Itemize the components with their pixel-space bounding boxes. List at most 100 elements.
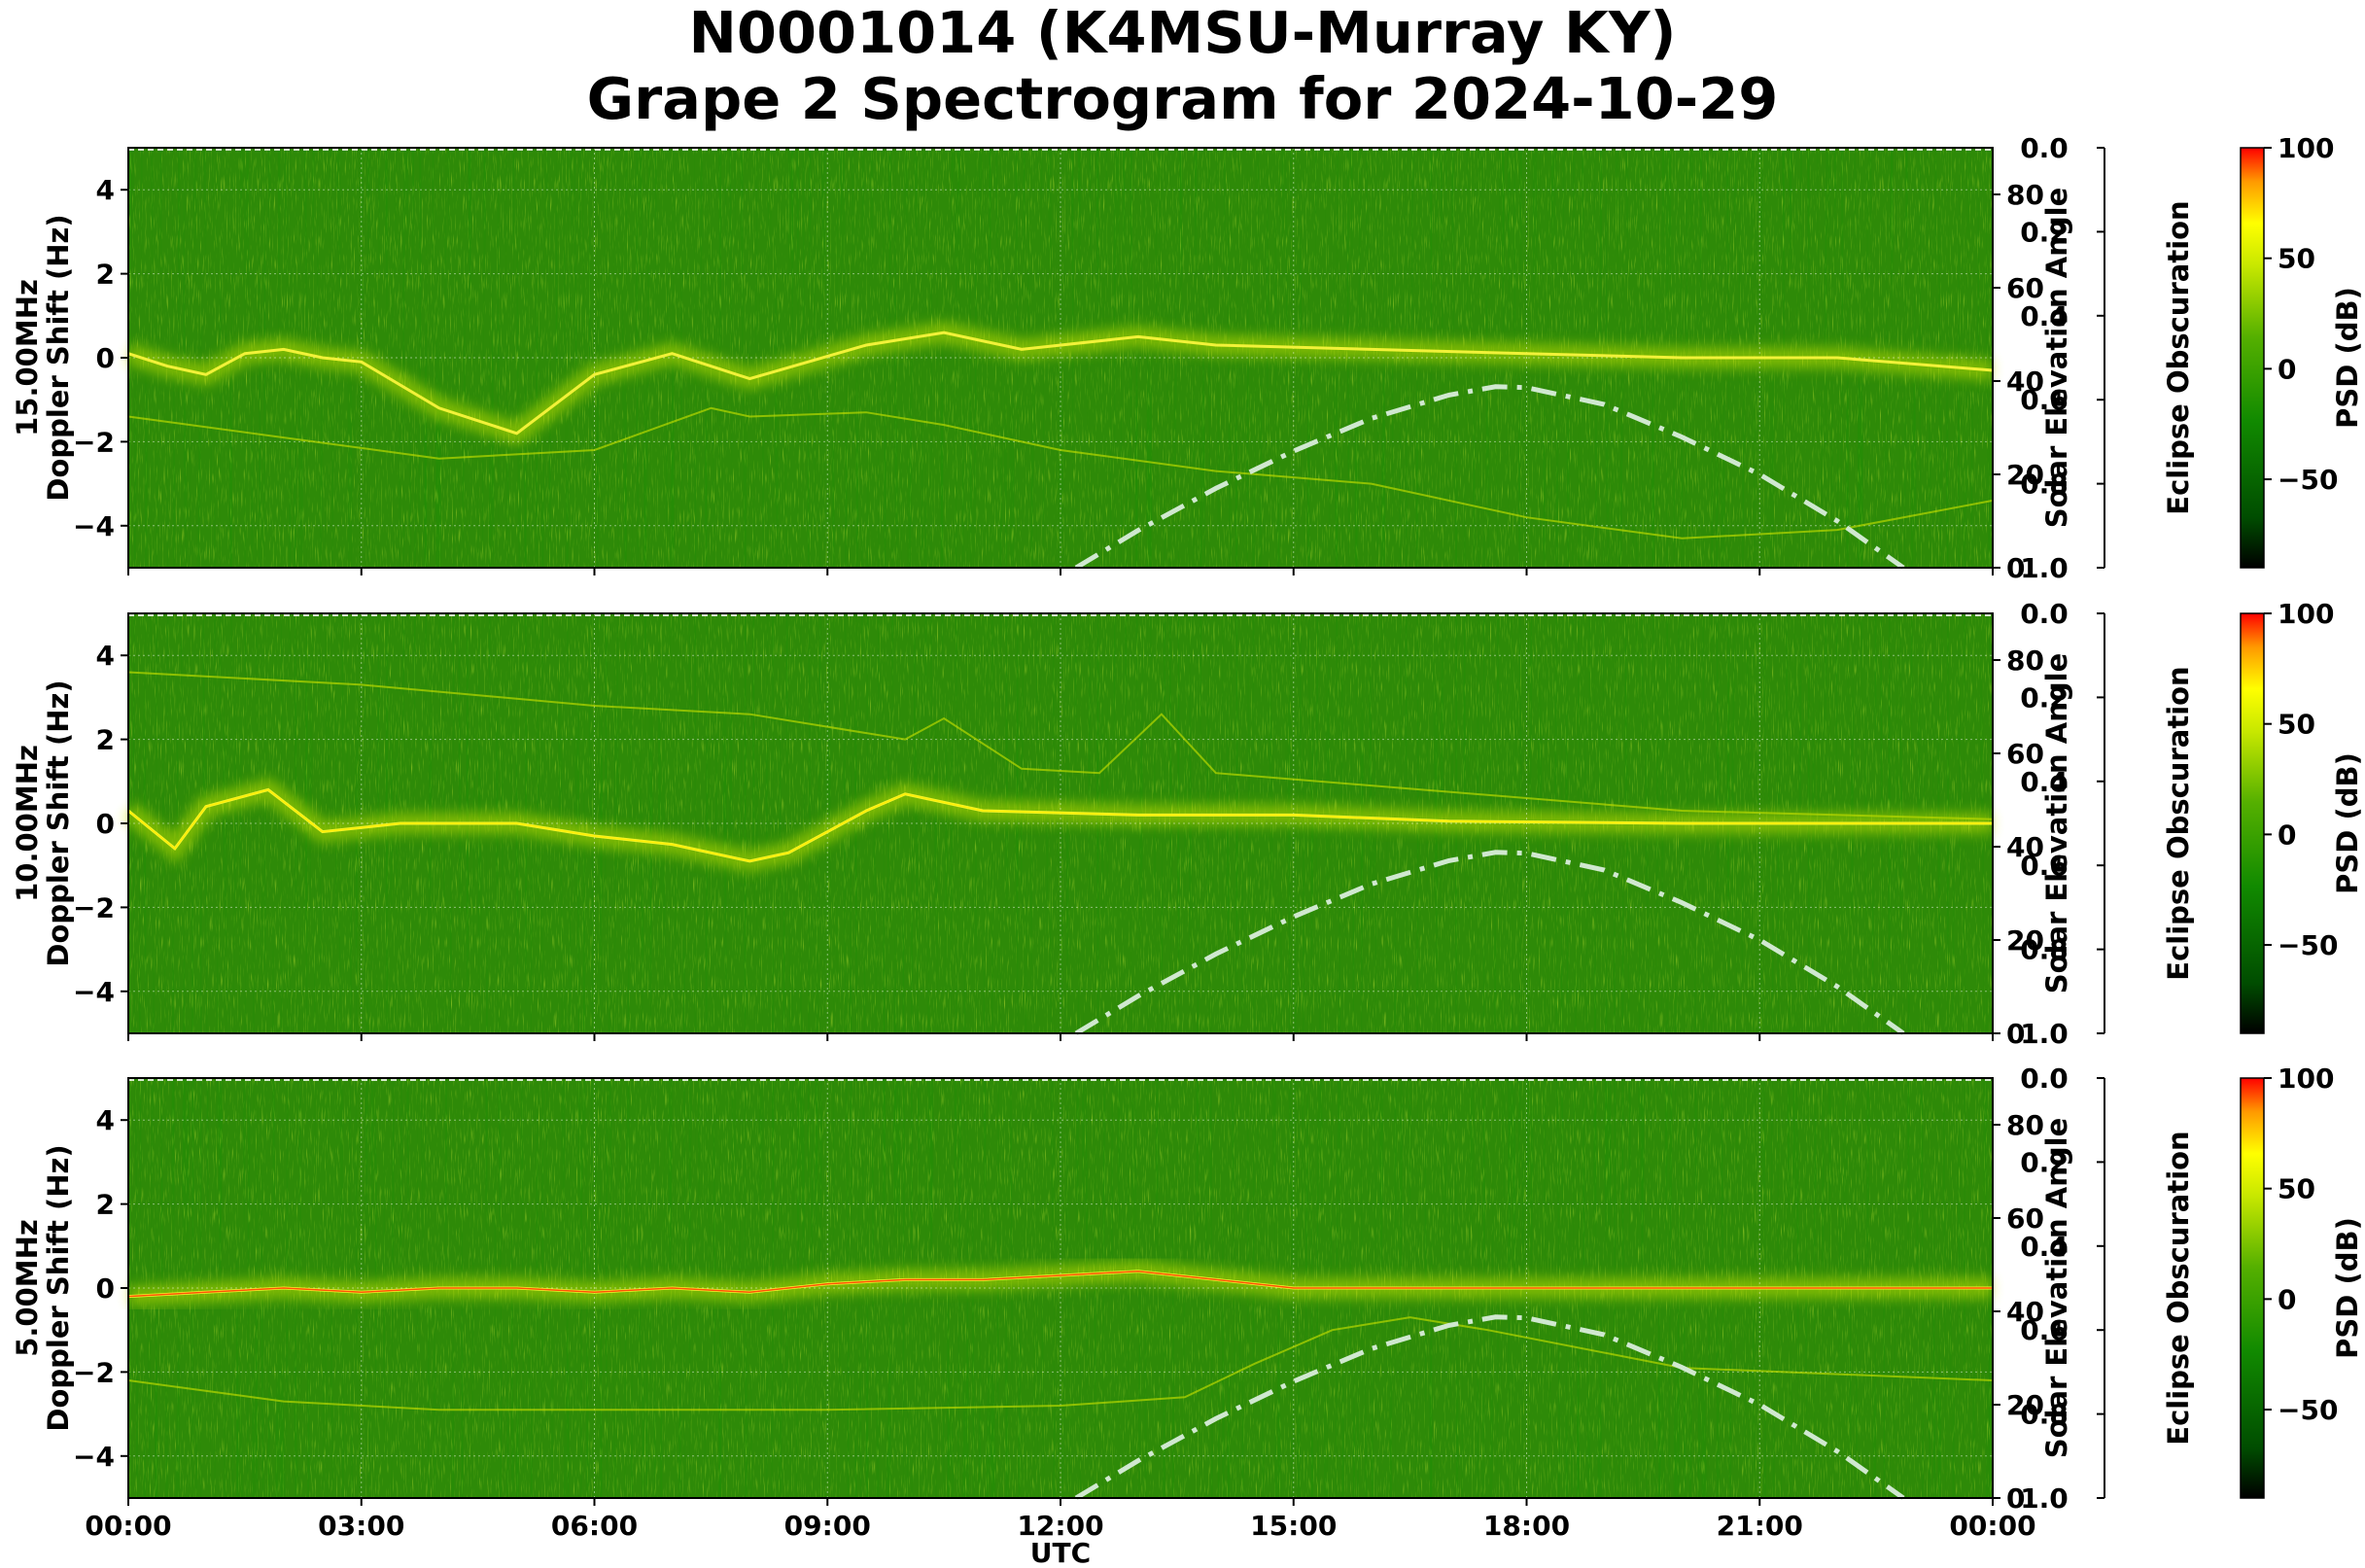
x-tick-label: 12:00 xyxy=(1017,1510,1103,1542)
y-tick-label: 4 xyxy=(96,1104,115,1136)
right-tick-label: 40 xyxy=(2006,1296,2044,1328)
eclipse-axis-label: Eclipse Obscuration xyxy=(2162,1131,2195,1445)
solar-elevation-curve xyxy=(1074,384,1905,571)
eclipse-tick-label: 0.6 xyxy=(2020,1314,2069,1346)
right-tick-label: 40 xyxy=(2006,831,2044,863)
panel-frequency-label: 15.00MHz xyxy=(11,279,44,436)
right-tick-label: 60 xyxy=(2006,1202,2044,1235)
right-axis-label: Solar Elevation Angle xyxy=(2040,188,2073,529)
colorbar xyxy=(2240,612,2265,1034)
panel-frequency-label: 10.00MHz xyxy=(11,745,44,902)
x-tick-label: 03:00 xyxy=(318,1510,404,1542)
eclipse-tick-label: 0.0 xyxy=(2020,1063,2069,1095)
eclipse-tick-label: 0.0 xyxy=(2020,132,2069,164)
right-tick-label: 20 xyxy=(2006,1389,2044,1421)
y-axis-label: Doppler Shift (Hz) xyxy=(42,1144,75,1431)
eclipse-tick-label: 1.0 xyxy=(2020,1018,2069,1050)
right-tick-label: 0 xyxy=(2006,552,2025,584)
eclipse-tick-label: 1.0 xyxy=(2020,552,2069,584)
right-tick-label: 80 xyxy=(2006,645,2044,677)
eclipse-tick-label: 0.2 xyxy=(2020,681,2069,714)
solar-elevation-curve xyxy=(1074,850,1905,1036)
eclipse-tick-label: 0.4 xyxy=(2020,1231,2069,1263)
y-tick-label: −2 xyxy=(73,426,115,458)
doppler-trace-core xyxy=(127,331,1994,435)
eclipse-tick-label: 0.8 xyxy=(2020,1399,2069,1431)
x-tick-label: 00:00 xyxy=(85,1510,171,1542)
x-tick-label: 15:00 xyxy=(1250,1510,1337,1542)
eclipse-tick-label: 0.4 xyxy=(2020,300,2069,332)
colorbar-label: PSD (dB) xyxy=(2331,752,2364,894)
doppler-trace-core xyxy=(127,1270,1993,1298)
right-tick-label: 80 xyxy=(2006,1109,2044,1141)
right-axis-label: Solar Elevation Angle xyxy=(2040,1118,2073,1459)
eclipse-axis-label: Eclipse Obscuration xyxy=(2162,200,2195,514)
colorbar-tick-label: 0 xyxy=(2278,819,2296,851)
y-axis-label: Doppler Shift (Hz) xyxy=(42,214,75,501)
colorbar-tick-label: 100 xyxy=(2278,1063,2334,1095)
eclipse-tick-label: 0.4 xyxy=(2020,766,2069,798)
y-tick-label: 0 xyxy=(96,1272,115,1305)
eclipse-tick-label: 0.0 xyxy=(2020,598,2069,630)
right-tick-label: 60 xyxy=(2006,272,2044,304)
y-tick-label: 0 xyxy=(96,808,115,840)
right-axis-label: Solar Elevation Angle xyxy=(2040,653,2073,994)
eclipse-tick-label: 0.2 xyxy=(2020,216,2069,248)
eclipse-tick-label: 0.6 xyxy=(2020,850,2069,882)
x-tick-label: 18:00 xyxy=(1483,1510,1570,1542)
doppler-trace-secondary xyxy=(127,406,1994,540)
colorbar-tick-label: 100 xyxy=(2278,132,2334,164)
y-tick-label: −4 xyxy=(73,510,115,542)
y-tick-label: −4 xyxy=(73,1441,115,1473)
colorbar-tick-label: 0 xyxy=(2278,353,2296,385)
y-tick-label: −2 xyxy=(73,1356,115,1388)
figure-title: N0001014 (K4MSU-Murray KY) Grape 2 Spect… xyxy=(0,0,2365,132)
colorbar-tick-label: 100 xyxy=(2278,598,2334,630)
y-tick-label: 2 xyxy=(96,724,115,756)
y-tick-label: 4 xyxy=(96,640,115,672)
colorbar-tick-label: 50 xyxy=(2278,243,2315,275)
y-tick-label: −2 xyxy=(73,891,115,923)
y-tick-label: 4 xyxy=(96,174,115,206)
x-tick-label: 21:00 xyxy=(1717,1510,1803,1542)
solar-elevation-curve xyxy=(1074,1314,1905,1501)
x-tick-label: 06:00 xyxy=(551,1510,638,1542)
y-axis-label: Doppler Shift (Hz) xyxy=(42,679,75,966)
eclipse-axis-label: Eclipse Obscuration xyxy=(2162,666,2195,980)
doppler-trace-secondary xyxy=(127,671,1994,820)
colorbar-tick-label: −50 xyxy=(2278,929,2338,961)
doppler-trace-core xyxy=(127,788,1993,862)
colorbar-tick-label: 50 xyxy=(2278,709,2315,741)
colorbar-tick-label: −50 xyxy=(2278,464,2338,496)
y-tick-label: 2 xyxy=(96,1189,115,1221)
right-tick-label: 20 xyxy=(2006,459,2044,491)
right-tick-label: 0 xyxy=(2006,1018,2025,1050)
colorbar-label: PSD (dB) xyxy=(2331,1217,2364,1359)
colorbar xyxy=(2240,1077,2265,1499)
y-tick-label: 2 xyxy=(96,259,115,291)
x-axis-label: UTC xyxy=(1030,1537,1091,1568)
doppler-trace-secondary xyxy=(127,1316,1994,1411)
eclipse-tick-label: 0.2 xyxy=(2020,1146,2069,1178)
eclipse-tick-label: 0.8 xyxy=(2020,469,2069,501)
y-tick-label: 0 xyxy=(96,342,115,374)
x-tick-label: 09:00 xyxy=(784,1510,871,1542)
right-tick-label: 60 xyxy=(2006,738,2044,770)
colorbar-tick-label: 0 xyxy=(2278,1283,2296,1315)
colorbar-tick-label: −50 xyxy=(2278,1394,2338,1426)
eclipse-tick-label: 1.0 xyxy=(2020,1482,2069,1515)
right-tick-label: 80 xyxy=(2006,179,2044,211)
title-line-1: N0001014 (K4MSU-Murray KY) xyxy=(688,0,1677,66)
y-tick-label: −4 xyxy=(73,976,115,1008)
colorbar-label: PSD (dB) xyxy=(2331,287,2364,429)
eclipse-tick-label: 0.6 xyxy=(2020,384,2069,416)
right-tick-label: 40 xyxy=(2006,366,2044,398)
colorbar xyxy=(2240,147,2265,569)
title-line-2: Grape 2 Spectrogram for 2024-10-29 xyxy=(586,65,1779,132)
x-tick-label: 00:00 xyxy=(1949,1510,2035,1542)
right-tick-label: 20 xyxy=(2006,924,2044,957)
